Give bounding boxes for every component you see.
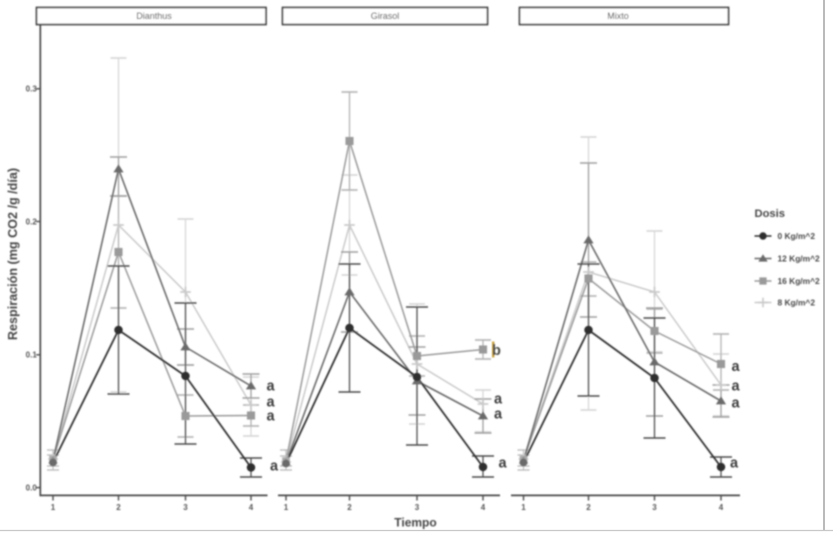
svg-text:8 Kg/m^2: 8 Kg/m^2 bbox=[778, 298, 816, 308]
svg-text:b: b bbox=[492, 343, 501, 359]
svg-text:a: a bbox=[267, 378, 276, 394]
svg-text:0.0: 0.0 bbox=[26, 483, 38, 492]
svg-text:a: a bbox=[267, 408, 276, 424]
svg-text:a: a bbox=[270, 458, 279, 474]
svg-text:Dianthus: Dianthus bbox=[136, 11, 172, 21]
svg-text:3: 3 bbox=[183, 503, 188, 512]
svg-text:a: a bbox=[730, 455, 739, 471]
svg-text:Mixto: Mixto bbox=[607, 11, 629, 21]
svg-text:2: 2 bbox=[347, 503, 352, 512]
svg-text:12 Kg/m^2: 12 Kg/m^2 bbox=[778, 254, 820, 264]
svg-text:0.1: 0.1 bbox=[26, 351, 38, 360]
svg-text:16 Kg/m^2: 16 Kg/m^2 bbox=[778, 276, 820, 286]
svg-text:2: 2 bbox=[586, 503, 591, 512]
svg-text:a: a bbox=[732, 378, 741, 394]
svg-text:Respiración (mg CO2 /g /día): Respiración (mg CO2 /g /día) bbox=[6, 168, 20, 340]
svg-text:2: 2 bbox=[116, 503, 121, 512]
svg-text:0.3: 0.3 bbox=[26, 85, 38, 94]
svg-text:1: 1 bbox=[521, 503, 526, 512]
svg-text:0.2: 0.2 bbox=[26, 217, 38, 226]
svg-text:1: 1 bbox=[51, 503, 56, 512]
svg-text:a: a bbox=[732, 395, 741, 411]
svg-text:a: a bbox=[732, 359, 741, 375]
svg-text:a: a bbox=[494, 391, 503, 407]
svg-text:4: 4 bbox=[481, 503, 486, 512]
svg-text:a: a bbox=[499, 455, 508, 471]
svg-text:4: 4 bbox=[719, 503, 724, 512]
svg-text:Tiempo: Tiempo bbox=[394, 516, 436, 530]
svg-text:Girasol: Girasol bbox=[371, 11, 400, 21]
svg-text:Dosis: Dosis bbox=[755, 208, 785, 220]
svg-text:0 Kg/m^2: 0 Kg/m^2 bbox=[778, 231, 816, 241]
svg-text:1: 1 bbox=[284, 503, 289, 512]
svg-text:4: 4 bbox=[249, 503, 254, 512]
svg-text:3: 3 bbox=[415, 503, 420, 512]
svg-text:a: a bbox=[494, 406, 503, 422]
svg-text:3: 3 bbox=[652, 503, 657, 512]
svg-text:a: a bbox=[267, 394, 276, 410]
